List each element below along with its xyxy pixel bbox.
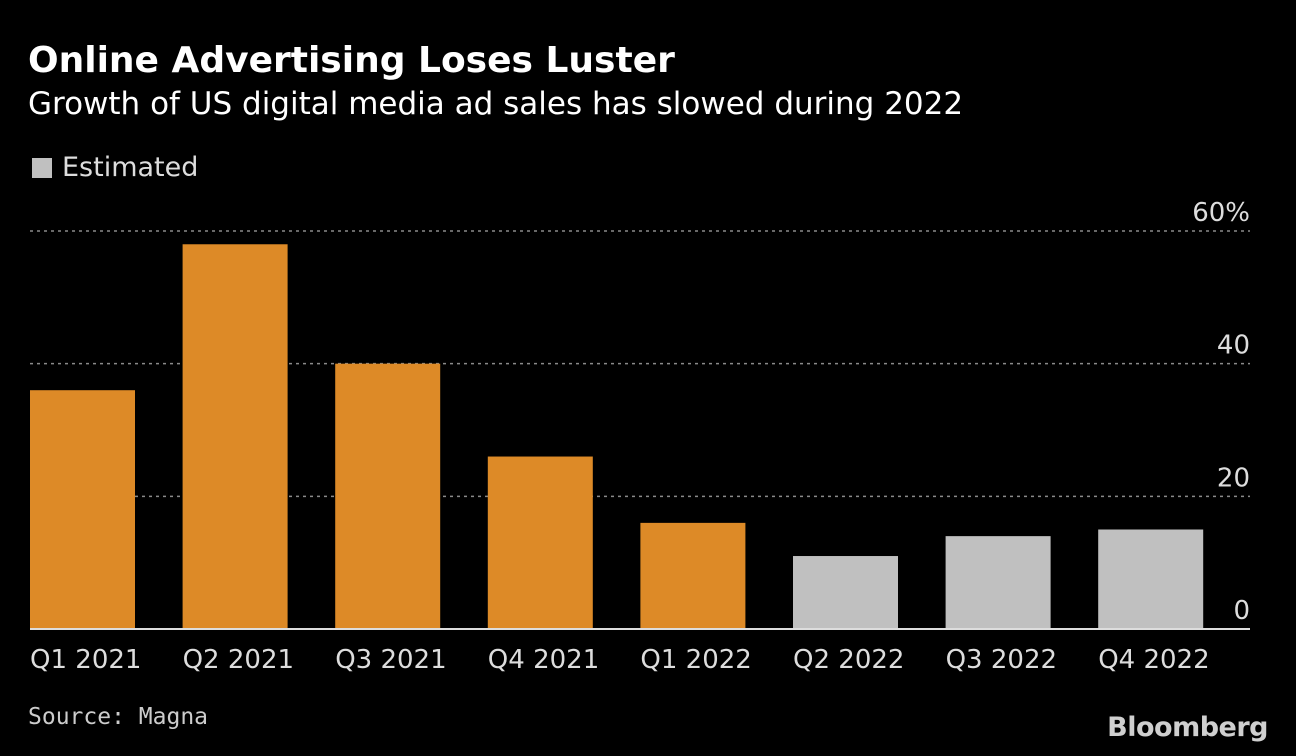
legend-label-estimated: Estimated (62, 152, 199, 183)
source-note: Source: Magna (28, 704, 209, 730)
bar-q3-2022 (945, 536, 1051, 629)
y-tick-label-0: 0 (1233, 596, 1250, 626)
legend-swatch-estimated (32, 157, 52, 178)
x-tick-label-q2-2022: Q2 2022 (793, 645, 904, 675)
bar-q4-2022 (1098, 529, 1204, 629)
bar-q3-2021 (335, 363, 441, 629)
bloomberg-logo: Bloomberg (1107, 712, 1268, 743)
y-tick-label-40: 40 (1217, 331, 1250, 361)
chart-title: Online Advertising Loses Luster (28, 40, 675, 81)
x-tick-label-q4-2022: Q4 2022 (1098, 645, 1209, 675)
x-tick-label-q4-2021: Q4 2021 (488, 645, 599, 675)
x-tick-label-q1-2022: Q1 2022 (640, 645, 751, 675)
x-tick-label-q1-2021: Q1 2021 (30, 645, 141, 675)
legend: Estimated (32, 152, 198, 183)
bar-q1-2021 (30, 390, 135, 629)
bar-q1-2022 (640, 522, 746, 629)
x-tick-label-q3-2021: Q3 2021 (335, 645, 446, 675)
y-tick-label-20: 20 (1217, 463, 1250, 493)
bar-q4-2021 (487, 456, 593, 629)
chart-subtitle: Growth of US digital media ad sales has … (28, 86, 964, 122)
y-tick-label-60: 60% (1192, 198, 1250, 228)
x-tick-label-q2-2021: Q2 2021 (183, 645, 294, 675)
x-tick-label-q3-2022: Q3 2022 (946, 645, 1057, 675)
bar-q2-2021 (182, 244, 288, 629)
bar-q2-2022 (793, 556, 898, 629)
